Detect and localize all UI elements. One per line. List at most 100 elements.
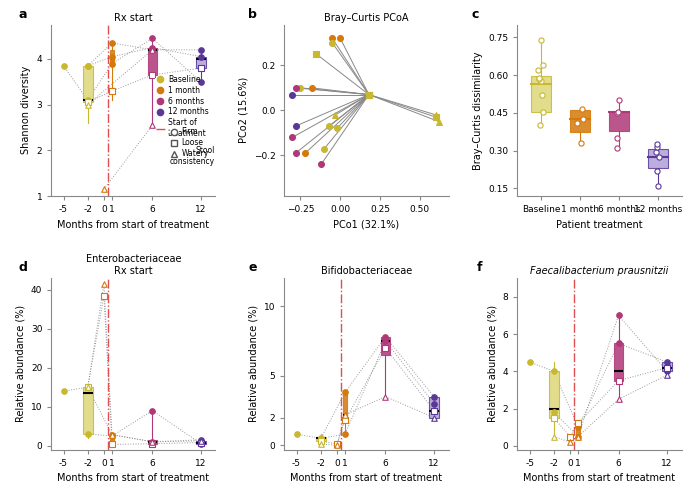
Bar <box>110 50 114 66</box>
Bar <box>662 362 672 371</box>
Point <box>340 411 351 419</box>
X-axis label: PCo1 (32.1%): PCo1 (32.1%) <box>334 220 399 230</box>
Title: Bifidobacteriaceae: Bifidobacteriaceae <box>321 266 412 276</box>
Bar <box>83 66 92 102</box>
Point <box>612 144 623 152</box>
Point <box>107 431 118 439</box>
Point <box>430 113 441 121</box>
Point <box>291 430 302 438</box>
Point <box>332 440 342 448</box>
Point <box>573 433 584 441</box>
Point <box>536 36 547 44</box>
Point <box>613 312 624 320</box>
Point <box>612 134 623 142</box>
Point <box>549 414 560 422</box>
Point <box>429 413 440 421</box>
Point <box>147 71 158 79</box>
Point <box>651 148 662 156</box>
Point <box>82 96 93 104</box>
X-axis label: Patient treatment: Patient treatment <box>556 220 643 230</box>
Point <box>82 383 93 391</box>
Point <box>534 75 545 83</box>
Point <box>652 182 663 190</box>
Point <box>573 433 584 441</box>
Bar <box>609 112 629 130</box>
Point <box>107 431 118 439</box>
Bar <box>316 438 325 441</box>
Point <box>311 50 322 58</box>
Point <box>195 440 206 448</box>
Point <box>662 368 673 375</box>
Point <box>614 96 625 104</box>
Point <box>380 393 391 401</box>
Point <box>538 108 549 116</box>
Point <box>434 118 445 125</box>
Point <box>653 153 664 161</box>
Point <box>564 433 575 441</box>
Text: Stool
consistency: Stool consistency <box>170 146 214 165</box>
Bar <box>147 47 158 75</box>
Point <box>577 115 588 123</box>
Point <box>323 122 334 130</box>
Point <box>195 46 206 54</box>
Point <box>147 121 158 129</box>
Point <box>613 377 624 385</box>
Point <box>82 383 93 391</box>
X-axis label: Months from start of treatment: Months from start of treatment <box>58 473 210 483</box>
Title: Faecalibacterium prausnitzii: Faecalibacterium prausnitzii <box>530 266 669 276</box>
Bar <box>649 149 668 168</box>
Point <box>107 441 118 449</box>
Y-axis label: Shannon diversity: Shannon diversity <box>21 66 31 155</box>
Point <box>429 393 440 401</box>
X-axis label: Months from start of treatment: Months from start of treatment <box>58 220 210 230</box>
Point <box>147 407 158 414</box>
Point <box>147 438 158 446</box>
Point <box>82 101 93 109</box>
Bar <box>196 57 206 68</box>
Text: a: a <box>18 8 27 21</box>
Point <box>147 43 158 51</box>
Point <box>332 442 342 450</box>
Point <box>147 440 158 448</box>
X-axis label: Months from start of treatment: Months from start of treatment <box>523 473 675 483</box>
Point <box>82 98 93 106</box>
Point <box>107 39 118 47</box>
Point <box>340 416 351 424</box>
Point <box>380 333 391 341</box>
Point <box>147 46 158 54</box>
Y-axis label: Relative abundance (%): Relative abundance (%) <box>249 305 258 422</box>
Point <box>58 62 69 70</box>
Point <box>651 167 662 175</box>
Text: b: b <box>248 8 257 21</box>
Point <box>99 185 110 193</box>
Point <box>315 434 326 442</box>
Point <box>536 91 547 99</box>
Title: Rx start: Rx start <box>114 12 153 23</box>
Y-axis label: Relative abundance (%): Relative abundance (%) <box>15 305 25 422</box>
Point <box>575 139 586 147</box>
Y-axis label: Bray–Curtis dissimilarity: Bray–Curtis dissimilarity <box>473 51 483 169</box>
Point <box>380 337 391 345</box>
Bar <box>381 337 390 355</box>
Y-axis label: PCo2 (15.6%): PCo2 (15.6%) <box>238 77 248 143</box>
Point <box>613 395 624 403</box>
Point <box>363 90 374 98</box>
Point <box>549 433 560 441</box>
Bar <box>531 77 551 112</box>
Point <box>290 149 301 157</box>
Point <box>429 407 440 414</box>
Point <box>613 339 624 347</box>
Point <box>147 438 158 446</box>
Point <box>290 84 301 92</box>
Point <box>315 434 326 442</box>
Point <box>576 105 587 113</box>
Point <box>195 439 206 447</box>
Point <box>327 39 338 47</box>
Text: e: e <box>248 261 257 274</box>
Point <box>662 358 673 366</box>
Point <box>612 108 623 116</box>
Point <box>82 383 93 391</box>
Point <box>299 149 310 157</box>
Point <box>287 133 298 141</box>
Point <box>536 78 547 85</box>
